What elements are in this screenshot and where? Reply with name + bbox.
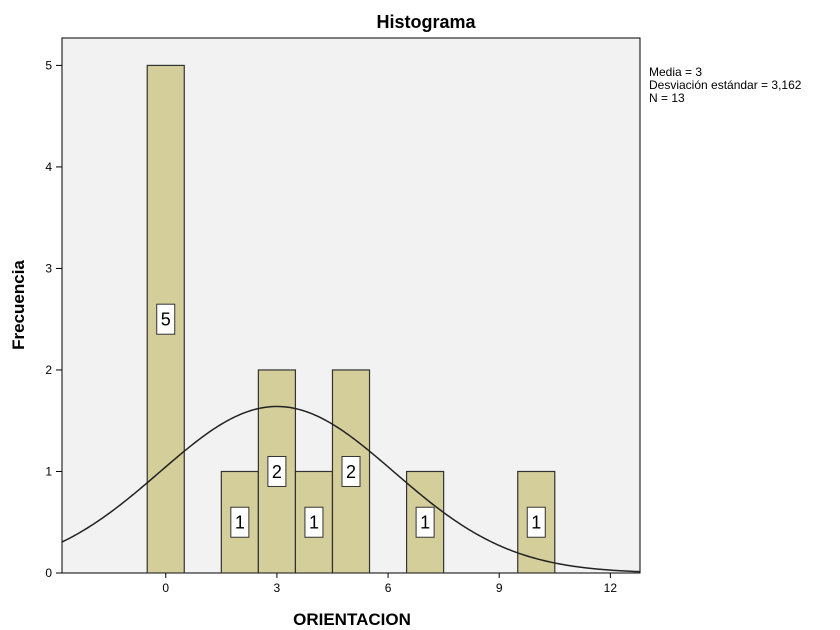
stats-legend: Media = 3 Desviación estándar = 3,162 N … [649, 65, 802, 105]
bar-value-label-box [304, 506, 324, 538]
x-tick-label: 12 [604, 581, 618, 595]
bar-value-label-box [230, 506, 250, 538]
stats-std-dev: Desviación estándar = 3,162 [649, 78, 802, 92]
y-tick-label: 4 [45, 160, 52, 174]
bar-value-label: 2 [267, 455, 287, 487]
y-tick-label: 2 [45, 363, 52, 377]
histogram-bar [517, 470, 556, 574]
x-axis: 0 3 6 9 12 [162, 573, 617, 595]
y-axis-title: Frecuencia [9, 260, 28, 350]
bar-value-label-box [267, 455, 287, 487]
bars-layer [146, 64, 556, 574]
bar-value-label-box [156, 303, 176, 335]
bar-value-label-box [526, 506, 546, 538]
bar-value-label-text: 1 [531, 513, 541, 533]
bar-value-label-box [415, 506, 435, 538]
bar-labels-layer: 5 1 2 1 2 1 1 [156, 303, 546, 538]
bar-value-label: 1 [526, 506, 546, 538]
y-tick-label: 3 [45, 261, 52, 275]
bar-value-label-text: 1 [235, 513, 245, 533]
chart-title: Histograma [376, 12, 476, 32]
normal-curve [61, 405, 641, 573]
bar-value-label: 2 [341, 455, 361, 487]
bar-value-label-text: 2 [272, 462, 282, 482]
x-tick-label: 0 [162, 581, 169, 595]
bar-value-label: 1 [415, 506, 435, 538]
bar-value-label-text: 1 [309, 513, 319, 533]
bar-value-label-box [341, 455, 361, 487]
bar-value-label-text: 2 [346, 462, 356, 482]
y-tick-label: 0 [45, 566, 52, 580]
bar-value-label: 1 [230, 506, 250, 538]
curve-layer [61, 405, 641, 573]
stats-n: N = 13 [649, 91, 685, 105]
x-tick-label: 6 [385, 581, 392, 595]
y-tick-label: 5 [45, 58, 52, 72]
x-axis-title: ORIENTACION [293, 610, 411, 629]
stats-mean: Media = 3 [649, 65, 702, 79]
x-tick-label: 3 [274, 581, 281, 595]
bar-value-label: 1 [304, 506, 324, 538]
y-axis: 0 1 2 3 4 5 [45, 58, 62, 580]
y-tick-label: 1 [45, 464, 52, 478]
x-tick-label: 9 [496, 581, 503, 595]
bar-value-label-text: 1 [420, 513, 430, 533]
bar-value-label-text: 5 [161, 310, 171, 330]
bar-value-label: 5 [156, 303, 176, 335]
